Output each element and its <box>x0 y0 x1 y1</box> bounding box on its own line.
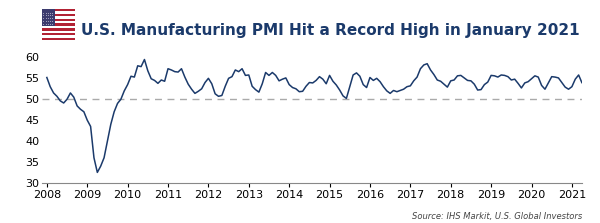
Bar <box>42 31 75 33</box>
Bar <box>42 23 75 26</box>
Bar <box>42 21 75 23</box>
Bar <box>42 9 75 11</box>
Bar <box>42 38 75 40</box>
Bar <box>42 19 75 21</box>
Bar <box>42 33 75 35</box>
Bar <box>42 28 75 31</box>
Bar <box>42 35 75 38</box>
Text: 59.2: 59.2 <box>0 222 1 223</box>
Bar <box>42 11 75 14</box>
Bar <box>42 14 75 16</box>
Bar <box>42 26 75 28</box>
Bar <box>42 9 55 26</box>
Text: Source: IHS Markit, U.S. Global Investors: Source: IHS Markit, U.S. Global Investor… <box>412 212 582 221</box>
Text: U.S. Manufacturing PMI Hit a Record High in January 2021: U.S. Manufacturing PMI Hit a Record High… <box>81 23 580 38</box>
Bar <box>42 16 75 19</box>
